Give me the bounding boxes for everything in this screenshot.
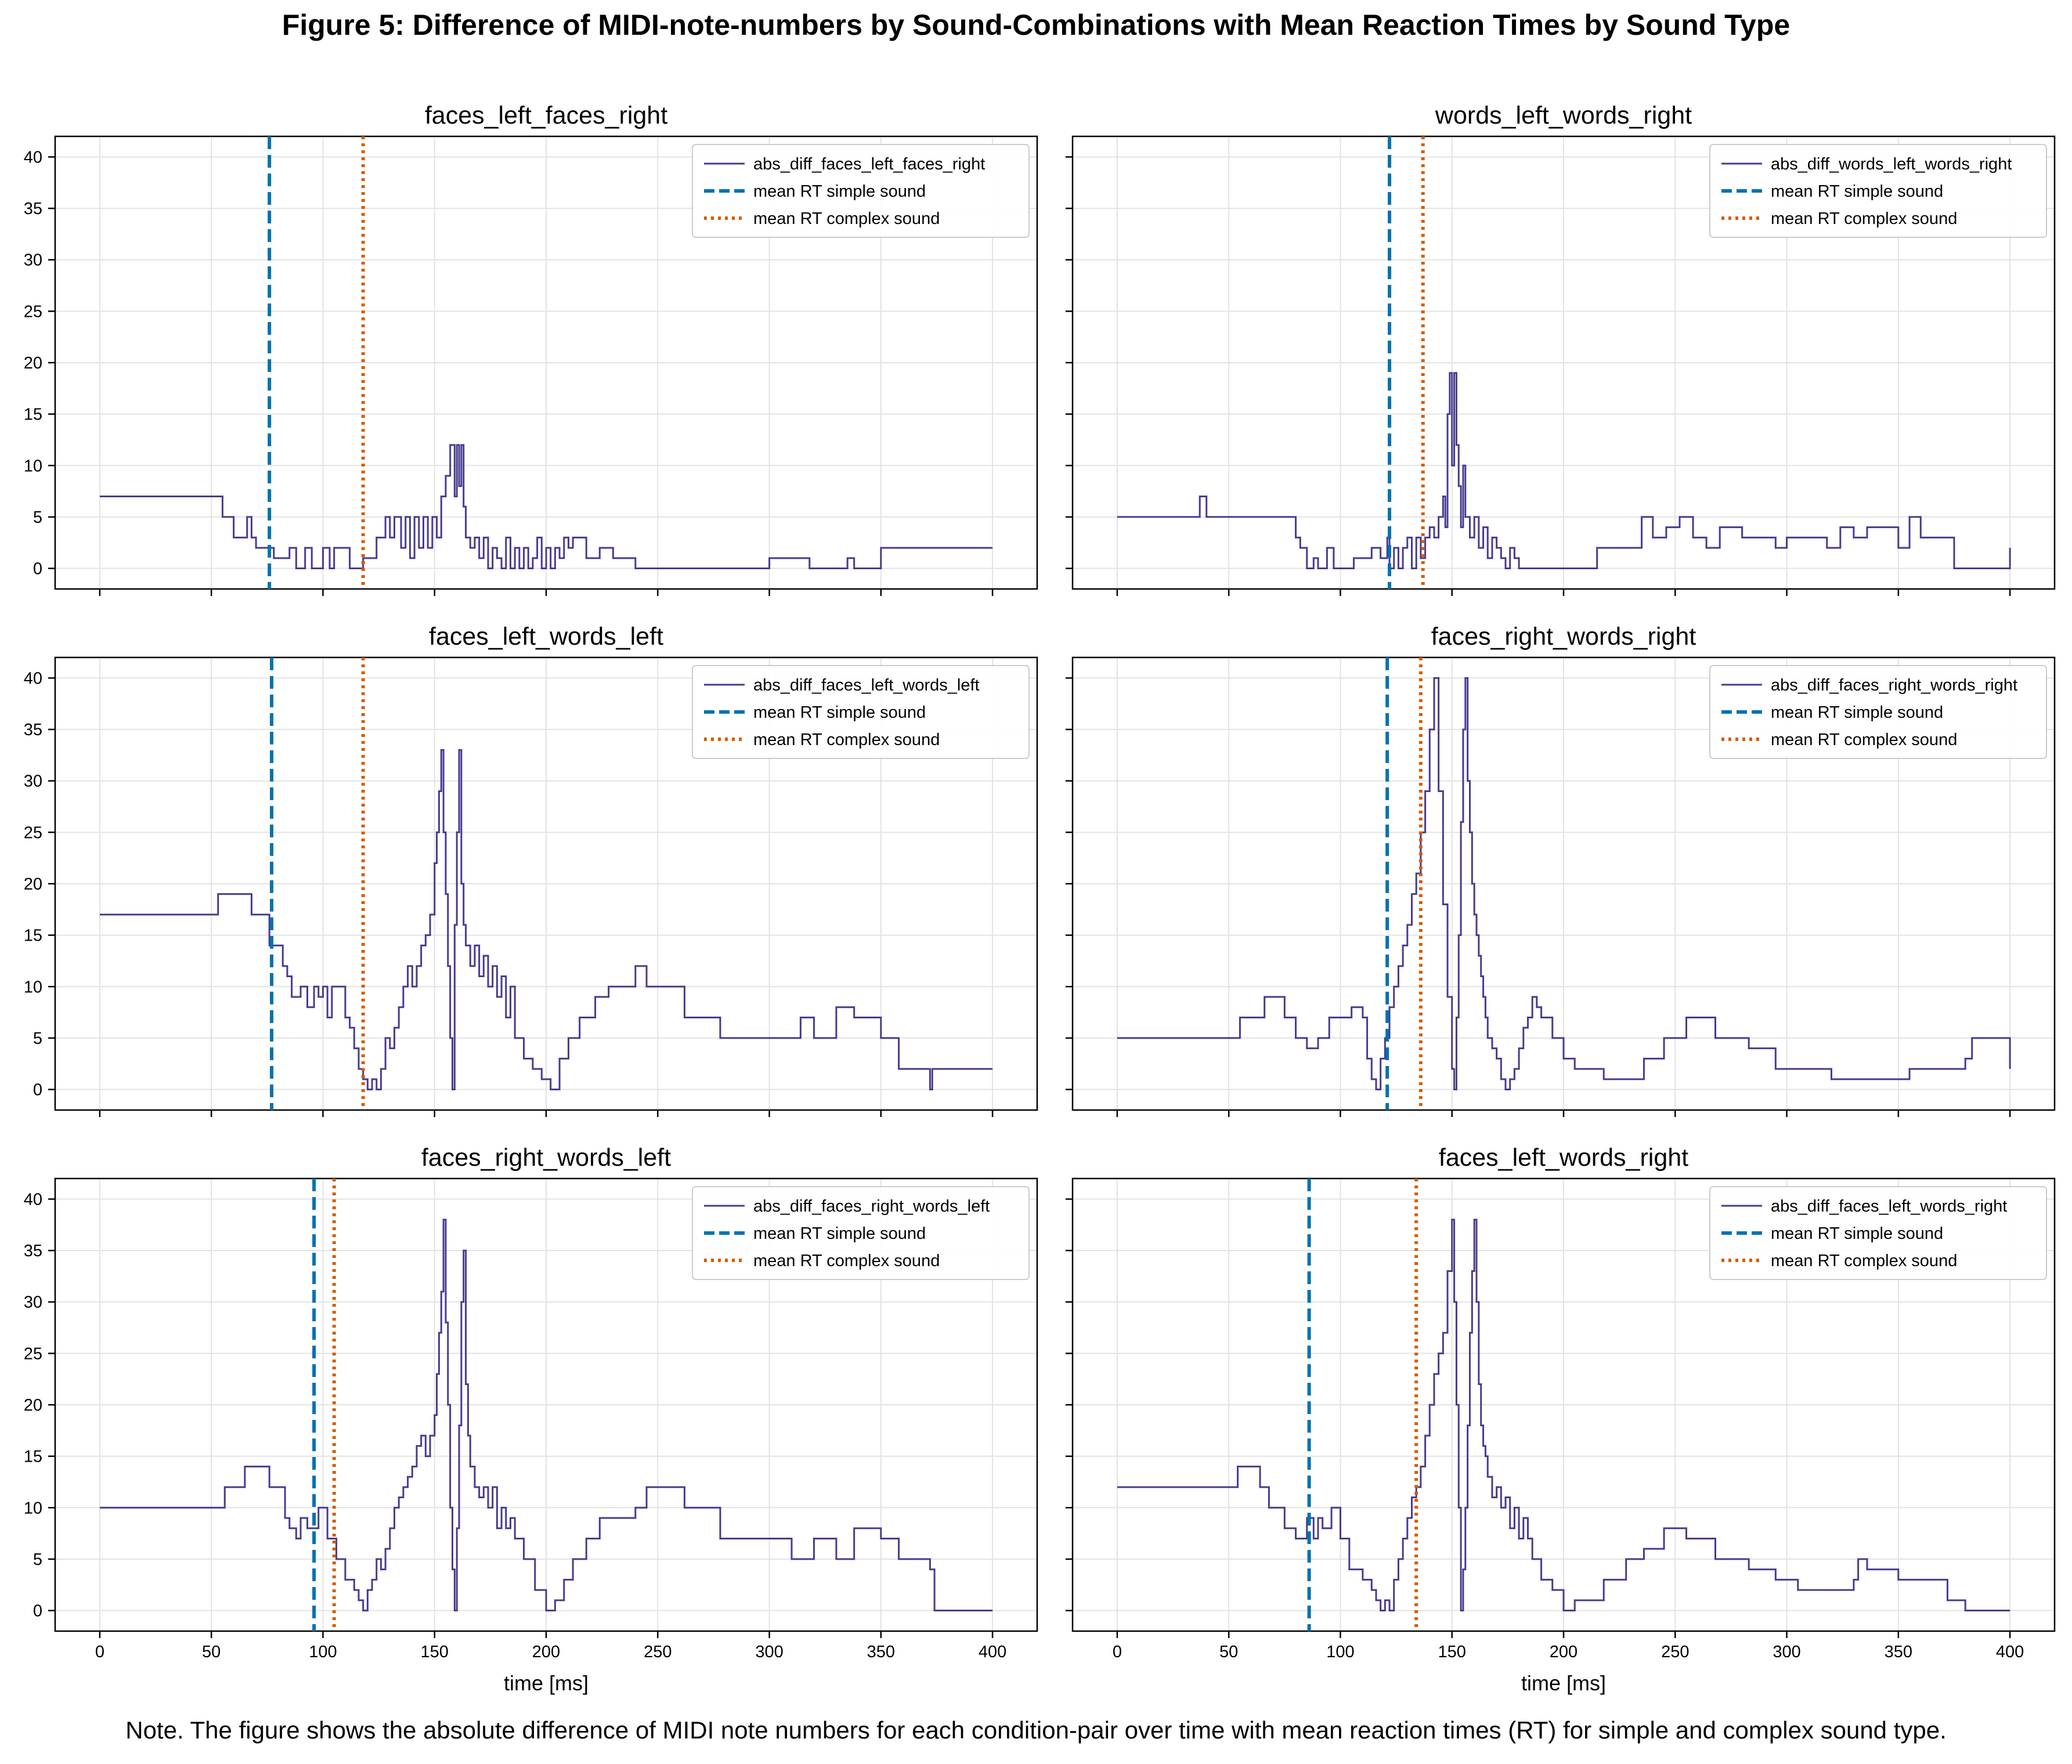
y-tick-label: 10 bbox=[24, 1499, 42, 1517]
x-tick-label: 100 bbox=[309, 1643, 337, 1661]
legend-box bbox=[692, 144, 1030, 238]
legend-label: abs_diff_faces_left_faces_right bbox=[753, 155, 985, 173]
legend-label: mean RT simple sound bbox=[753, 703, 926, 722]
subplot-title: faces_right_words_right bbox=[1431, 623, 1696, 650]
x-tick-label: 100 bbox=[1326, 1643, 1354, 1661]
legend-box bbox=[1709, 1186, 2047, 1280]
y-tick-label: 30 bbox=[24, 1293, 42, 1312]
legend-label: mean RT simple sound bbox=[753, 1224, 926, 1243]
figure-note: Note. The figure shows the absolute diff… bbox=[125, 1716, 1947, 1744]
y-tick-label: 0 bbox=[33, 1602, 42, 1621]
subplot-title: faces_right_words_left bbox=[421, 1144, 671, 1172]
y-tick-label: 5 bbox=[33, 508, 42, 527]
y-tick-label: 40 bbox=[24, 1190, 42, 1209]
subplot-faces_left_faces_right: 0 5 10 15 20 25 30 35 40 faces_left_faces_rightab… bbox=[24, 102, 1038, 596]
x-tick-label: 50 bbox=[1219, 1643, 1238, 1661]
subplot-title: words_left_words_right bbox=[1435, 102, 1692, 129]
x-tick-label: 250 bbox=[1661, 1643, 1689, 1661]
y-tick-label: 15 bbox=[24, 1448, 42, 1466]
series-line bbox=[1117, 677, 2011, 1091]
y-tick-label: 5 bbox=[33, 1550, 42, 1569]
y-tick-label: 5 bbox=[33, 1029, 42, 1048]
y-tick-label: 15 bbox=[24, 406, 42, 424]
y-tick-label: 10 bbox=[24, 457, 42, 475]
x-tick-label: 400 bbox=[979, 1643, 1006, 1661]
legend-box bbox=[692, 665, 1030, 759]
y-tick-label: 10 bbox=[24, 978, 42, 996]
legend-label: mean RT complex sound bbox=[753, 209, 940, 228]
legend-label: abs_diff_faces_right_words_right bbox=[1771, 676, 2017, 695]
y-tick-label: 25 bbox=[24, 1344, 42, 1363]
y-tick-label: 40 bbox=[24, 148, 42, 167]
legend-label: mean RT simple sound bbox=[1771, 703, 1943, 722]
legend-label: mean RT complex sound bbox=[753, 1252, 940, 1270]
series-line bbox=[99, 444, 993, 570]
subplot-faces_right_words_right: faces_right_words_right abs_diff_faces_ri… bbox=[1066, 623, 2056, 1117]
legend-label: mean RT complex sound bbox=[1771, 209, 1957, 228]
subplot-title: faces_left_words_left bbox=[429, 623, 663, 650]
x-tick-label: 50 bbox=[202, 1643, 221, 1661]
subplot-title: faces_left_faces_right bbox=[425, 102, 667, 129]
legend-box bbox=[692, 1186, 1030, 1280]
y-tick-label: 15 bbox=[24, 927, 42, 945]
subplot-faces_left_words_right: 0 50 100 150 200 250 300 350 400 faces_left_words… bbox=[1066, 1144, 2056, 1695]
x-tick-label: 0 bbox=[95, 1643, 104, 1661]
x-tick-label: 200 bbox=[1550, 1643, 1578, 1661]
x-tick-label: 350 bbox=[867, 1643, 895, 1661]
legend-label: mean RT simple sound bbox=[1771, 182, 1943, 201]
legend-box bbox=[1709, 144, 2047, 238]
legend-label: abs_diff_words_left_words_right bbox=[1771, 155, 2012, 173]
y-tick-label: 25 bbox=[24, 823, 42, 842]
subplot-faces_right_words_left: 0 50 100 150 200 250 300 350 400 0 5 10 15 20 25 30 35 40… bbox=[24, 1144, 1038, 1695]
y-tick-label: 40 bbox=[24, 669, 42, 688]
x-tick-label: 250 bbox=[644, 1643, 672, 1661]
x-tick-label: 300 bbox=[1773, 1643, 1800, 1661]
series-line bbox=[99, 749, 993, 1091]
legend-label: abs_diff_faces_left_words_right bbox=[1771, 1197, 2007, 1216]
legend-label: mean RT complex sound bbox=[753, 731, 940, 749]
legend-label: mean RT complex sound bbox=[1771, 1252, 1957, 1270]
subplot-faces_left_words_left: 0 5 10 15 20 25 30 35 40 faces_left_words_leftabs… bbox=[24, 623, 1038, 1117]
y-tick-label: 20 bbox=[24, 354, 42, 373]
y-tick-label: 20 bbox=[24, 1396, 42, 1415]
x-tick-label: 150 bbox=[1438, 1643, 1466, 1661]
y-tick-label: 35 bbox=[24, 1242, 42, 1260]
y-tick-label: 20 bbox=[24, 875, 42, 894]
y-tick-label: 25 bbox=[24, 302, 42, 321]
x-tick-label: 0 bbox=[1113, 1643, 1122, 1661]
legend-label: mean RT complex sound bbox=[1771, 731, 1957, 749]
x-axis-label: time [ms] bbox=[1521, 1671, 1606, 1695]
y-tick-label: 35 bbox=[24, 200, 42, 218]
legend-label: abs_diff_faces_right_words_left bbox=[753, 1197, 990, 1216]
x-tick-label: 150 bbox=[421, 1643, 449, 1661]
subplot-words_left_words_right: words_left_words_right abs_diff_words_lef… bbox=[1066, 102, 2056, 596]
legend-box bbox=[1709, 665, 2047, 759]
x-tick-label: 200 bbox=[532, 1643, 560, 1661]
figure-title: Figure 5: Difference of MIDI-note-number… bbox=[281, 9, 1791, 41]
x-tick-label: 350 bbox=[1885, 1643, 1912, 1661]
legend-label: mean RT simple sound bbox=[753, 182, 926, 201]
x-tick-label: 400 bbox=[1996, 1643, 2024, 1661]
series-line bbox=[1117, 372, 2011, 570]
series-line bbox=[1117, 1219, 2010, 1612]
y-tick-label: 30 bbox=[24, 772, 42, 791]
legend-label: mean RT simple sound bbox=[1771, 1224, 1943, 1243]
x-axis-label: time [ms] bbox=[504, 1671, 589, 1695]
y-tick-label: 35 bbox=[24, 721, 42, 739]
series-line bbox=[99, 1219, 993, 1612]
x-tick-label: 300 bbox=[755, 1643, 783, 1661]
y-tick-label: 0 bbox=[33, 1081, 42, 1100]
subplot-title: faces_left_words_right bbox=[1439, 1144, 1688, 1172]
y-tick-label: 30 bbox=[24, 251, 42, 270]
legend-label: abs_diff_faces_left_words_left bbox=[753, 676, 980, 695]
y-tick-label: 0 bbox=[33, 560, 42, 579]
